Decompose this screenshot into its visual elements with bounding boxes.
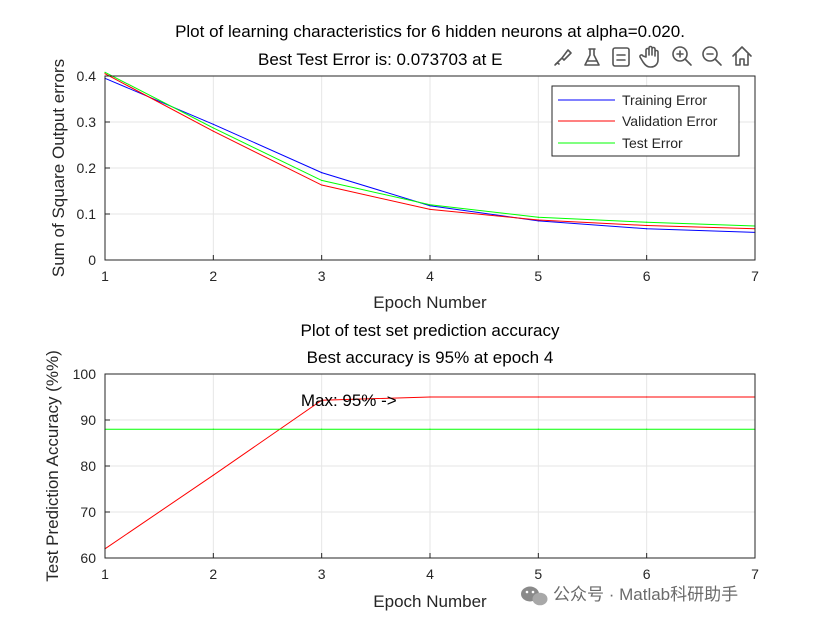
x-tick-label: 3 [318,268,326,284]
data-point [321,184,323,186]
pan-icon[interactable] [639,44,663,68]
data-point [212,123,214,125]
home-icon[interactable] [730,44,754,68]
data-point [537,220,539,222]
y-tick-label: 90 [80,412,96,428]
top-series-lines [104,71,756,233]
x-tick-label: 7 [751,566,759,582]
y-tick-label: 0 [88,252,96,268]
watermark-text: 公众号 · Matlab科研助手 [553,585,738,604]
data-point [429,428,431,430]
data-point [537,219,539,221]
max-annotation: Max: 95% -> [301,391,397,410]
y-tick-label: 60 [80,550,96,566]
data-point [321,428,323,430]
bottom-chart-subtitle: Best accuracy is 95% at epoch 4 [307,348,554,367]
x-tick-label: 1 [101,566,109,582]
data-point [321,179,323,182]
y-tick-label: 0.2 [77,160,97,176]
wechat-icon [521,586,548,606]
data-point [429,208,431,210]
y-tick-label: 80 [80,458,96,474]
data-tip-icon[interactable] [581,46,603,68]
legend-icon[interactable] [610,46,632,68]
bottom-y-axis-label: Test Prediction Accuracy (%%) [43,350,62,581]
x-tick-label: 7 [751,268,759,284]
y-tick-label: 100 [73,366,97,382]
x-tick-label: 4 [426,268,434,284]
x-tick-label: 5 [534,566,542,582]
data-point [646,396,648,398]
data-point [537,216,539,218]
watermark: 公众号 · Matlab科研助手 [521,585,738,606]
top-y-axis-label: Sum of Square Output errors [49,59,68,277]
data-point [104,71,106,73]
zoom-out-icon[interactable] [700,44,724,68]
legend-label-validation: Validation Error [622,113,718,129]
brush-icon[interactable] [552,46,574,68]
bottom-x-axis-label: Epoch Number [373,592,487,611]
axes-toolbar [552,44,754,68]
bottom-chart-title: Plot of test set prediction accuracy [301,321,560,340]
y-tick-label: 70 [80,504,96,520]
legend-label-test: Test Error [622,135,683,151]
y-tick-label: 0.1 [77,206,97,222]
data-point [646,228,648,230]
top-chart-subtitle: Best Test Error is: 0.073703 at E [258,50,502,69]
data-point [321,399,323,401]
x-tick-label: 4 [426,566,434,582]
bottom-series-lines [104,396,756,550]
data-point [321,172,323,174]
data-point [646,224,648,227]
data-point [429,205,431,207]
y-tick-label: 0.4 [77,68,97,84]
data-point [104,73,106,75]
x-tick-label: 5 [534,268,542,284]
top-chart-title: Plot of learning characteristics for 6 h… [175,22,685,41]
x-tick-label: 6 [643,268,651,284]
data-point [212,474,214,476]
data-point [537,428,539,430]
data-point [646,221,648,223]
x-tick-label: 3 [318,566,326,582]
x-tick-label: 6 [643,566,651,582]
x-tick-label: 1 [101,268,109,284]
data-point [429,204,431,206]
x-tick-label: 2 [209,268,217,284]
data-point [212,127,214,129]
data-point [212,130,214,132]
data-point [429,396,431,398]
top-legend: Training Error Validation Error Test Err… [551,85,740,157]
bottom-tick-labels: 1 2 3 4 5 6 7 60 70 80 90 100 [73,366,759,582]
x-tick-label: 2 [209,566,217,582]
legend-label-training: Training Error [622,92,707,108]
top-axes: Plot of learning characteristics for 6 h… [49,22,759,312]
top-x-axis-label: Epoch Number [373,293,487,312]
zoom-in-icon[interactable] [670,44,694,68]
data-point [646,428,648,430]
y-tick-label: 0.3 [77,114,97,130]
data-point [212,428,214,430]
data-point [537,396,539,398]
top-tick-labels: 1 2 3 4 5 6 7 0 0.1 0.2 0.3 0.4 [77,68,760,284]
bottom-axes: Plot of test set prediction accuracy Bes… [43,321,759,611]
